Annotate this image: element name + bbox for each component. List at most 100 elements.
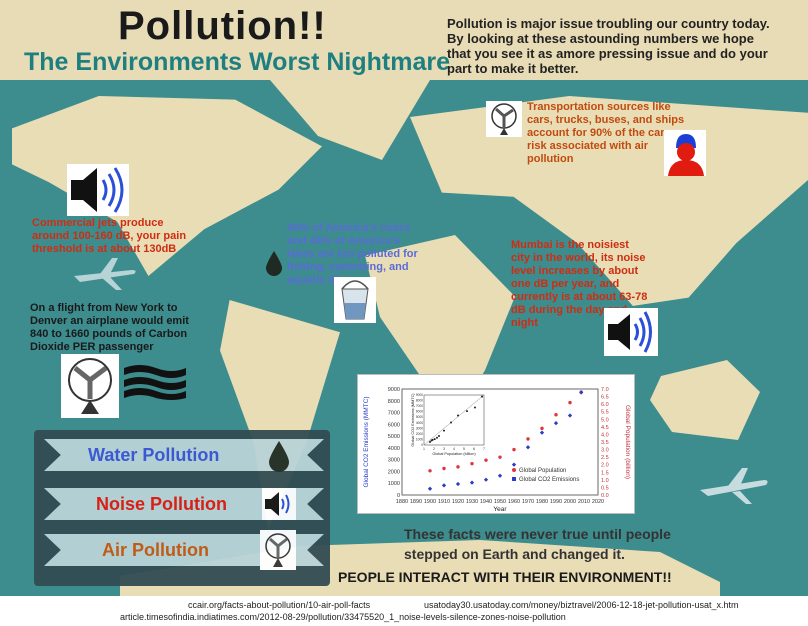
inset-x-tick: 7 bbox=[483, 447, 485, 451]
inset-point bbox=[431, 438, 434, 441]
co2-point bbox=[483, 477, 489, 482]
fact-rivers: 40% of America's rivers and 46% of Ameri… bbox=[287, 222, 418, 286]
inset-y-tick: 9000 bbox=[416, 393, 423, 397]
legend-noise-label: Noise Pollution bbox=[96, 494, 228, 514]
fact-jets: Commercial jets produce around 100-160 d… bbox=[32, 217, 187, 255]
population-point bbox=[470, 461, 474, 466]
x-tick-label: 1920 bbox=[452, 499, 464, 505]
x-tick-label: 2020 bbox=[592, 499, 604, 505]
y-tick-label: 6000 bbox=[388, 422, 400, 428]
inset-y-label: Global CO2 Emissions (MMTC) bbox=[411, 393, 415, 447]
legend-population-label: Global Population bbox=[519, 468, 566, 474]
plot-frame bbox=[401, 388, 599, 496]
inset-y-tick: 0 bbox=[421, 443, 423, 447]
y2-tick-label: 7.0 bbox=[601, 387, 609, 393]
inset-point bbox=[450, 421, 452, 424]
x-tick-label: 1890 bbox=[410, 499, 422, 505]
population-point bbox=[498, 455, 502, 459]
inset-x-tick: 1 bbox=[423, 447, 425, 451]
inset-y-tick: 8000 bbox=[416, 399, 423, 403]
y-tick-label: 9000 bbox=[388, 387, 400, 393]
inset-y-tick: 1000 bbox=[416, 437, 423, 441]
inset-point bbox=[443, 429, 445, 432]
population-point bbox=[568, 400, 572, 405]
x-tick-label: 1960 bbox=[508, 499, 520, 505]
co2-point bbox=[525, 445, 531, 450]
co2-point bbox=[469, 480, 475, 485]
legend-co2-marker bbox=[512, 477, 516, 481]
speaker-icon bbox=[604, 308, 658, 356]
x-tick-label: 1940 bbox=[480, 499, 492, 505]
x-tick-label: 1990 bbox=[550, 499, 562, 505]
co2-point bbox=[497, 473, 503, 478]
page-title: Pollution!! bbox=[118, 4, 327, 48]
y2-tick-label: 6.5 bbox=[601, 395, 609, 401]
fact-mumbai: Mumbai is the noisiest city in the world… bbox=[511, 239, 648, 329]
inset-x-label: Global Population (billion) bbox=[432, 452, 476, 456]
inset-point bbox=[429, 441, 431, 444]
speaker-icon bbox=[67, 164, 129, 216]
inset-y-tick: 3000 bbox=[416, 426, 423, 430]
y2-tick-label: 3.5 bbox=[601, 440, 609, 446]
y2-tick-label: 5.5 bbox=[601, 410, 609, 416]
source-link-1: ccair.org/facts-about-pollution/10-air-p… bbox=[188, 600, 371, 610]
x-tick-label: 1880 bbox=[396, 499, 408, 505]
co2-population-chart: 1880 1890 1900 1910 1920 1930 1940 1950 1960 1970… bbox=[357, 374, 635, 514]
y2-axis-label: Global Population (billion) bbox=[624, 405, 631, 479]
x-tick-label: 1900 bbox=[424, 499, 436, 505]
co2-point bbox=[539, 430, 545, 435]
inset-x-tick: 5 bbox=[463, 447, 465, 451]
co2-point bbox=[427, 486, 433, 491]
y2-tick-label: 3.0 bbox=[601, 448, 609, 454]
water-drop-icon bbox=[266, 251, 282, 276]
inset-trend-line bbox=[423, 394, 485, 446]
legend-air-label: Air Pollution bbox=[102, 540, 209, 560]
y2-tick-label: 1.0 bbox=[601, 478, 609, 484]
inset-point bbox=[457, 414, 459, 417]
inset-x-tick: 2 bbox=[433, 447, 435, 451]
y2-tick-label: 0.5 bbox=[601, 485, 609, 491]
person-icon bbox=[664, 130, 706, 176]
airplane-icon bbox=[74, 258, 136, 290]
x-tick-label: 1910 bbox=[438, 499, 450, 505]
inset-x-tick: 3 bbox=[443, 447, 445, 451]
x-tick-label: 1930 bbox=[466, 499, 478, 505]
closing-line-3: PEOPLE INTERACT WITH THEIR ENVIRONMENT!! bbox=[338, 569, 672, 585]
source-link-3: article.timesofindia.indiatimes.com/2012… bbox=[120, 612, 566, 622]
co2-point bbox=[579, 390, 584, 395]
inset-y-tick: 4000 bbox=[416, 421, 423, 425]
page-subtitle: The Environments Worst Nightmare bbox=[24, 48, 450, 76]
airplane-icon bbox=[700, 468, 768, 504]
population-point bbox=[484, 458, 488, 462]
inset-y-tick: 2000 bbox=[416, 432, 423, 436]
legend-panel: Water Pollution Noise Pollution Air Poll… bbox=[34, 430, 330, 586]
x-tick-label: 2000 bbox=[564, 499, 576, 505]
x-tick-label: 2010 bbox=[578, 499, 590, 505]
legend-water-label: Water Pollution bbox=[88, 445, 220, 465]
closing-line-2: stepped on Earth and changed it. bbox=[404, 546, 625, 562]
closing-line-1: These facts were never true until people bbox=[404, 526, 671, 542]
y-axis-label: Global CO2 Emissions (MMTC) bbox=[363, 396, 370, 487]
fan-icon bbox=[260, 530, 296, 570]
x-tick-label: 1980 bbox=[536, 499, 548, 505]
inset-x-tick: 6 bbox=[473, 447, 475, 451]
co2-point bbox=[441, 483, 447, 488]
y2-tick-label: 5.0 bbox=[601, 417, 609, 423]
chart-svg: 1880 1890 1900 1910 1920 1930 1940 1950 1960 1970… bbox=[363, 387, 631, 513]
y2-tick-label: 4.0 bbox=[601, 432, 609, 438]
fan-icon bbox=[61, 354, 119, 418]
inset-y-tick: 6000 bbox=[416, 410, 423, 414]
inset-y-tick: 5000 bbox=[416, 415, 423, 419]
population-point bbox=[512, 447, 516, 452]
x-axis-label: Year bbox=[493, 506, 507, 513]
x-tick-label: 1970 bbox=[522, 499, 534, 505]
fact-transport: Transportation sources like cars, trucks… bbox=[527, 101, 685, 165]
sources-footer: ccair.org/facts-about-pollution/10-air-p… bbox=[0, 596, 808, 626]
y-tick-label: 5000 bbox=[388, 434, 400, 440]
inset-point bbox=[466, 410, 468, 413]
y-tick-label: 1000 bbox=[388, 481, 400, 487]
legend-co2-label: Global CO2 Emissions bbox=[519, 477, 579, 483]
source-link-2: usatoday30.usatoday.com/money/biztravel/… bbox=[424, 600, 739, 610]
y2-tick-label: 0.0 bbox=[601, 493, 609, 499]
y-tick-label: 2000 bbox=[388, 469, 400, 475]
